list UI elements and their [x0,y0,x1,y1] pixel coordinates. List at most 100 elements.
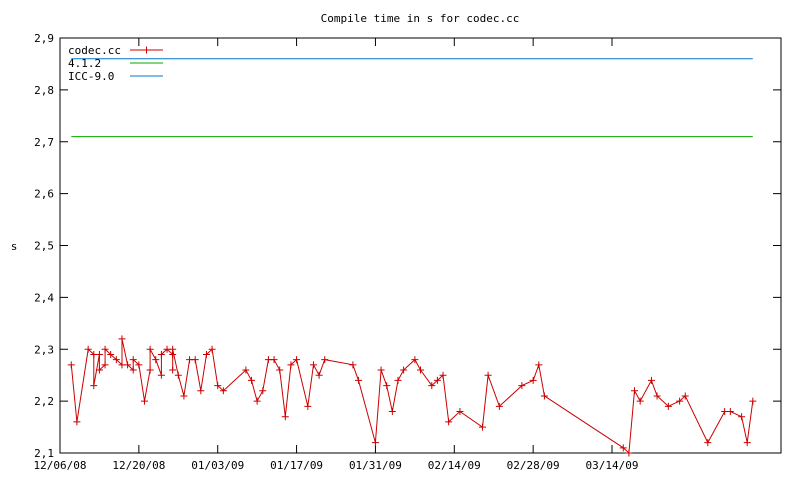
data-point [157,371,165,379]
data-point [293,356,301,364]
data-point [101,345,109,353]
data-point [653,392,661,400]
data-point [95,366,103,374]
data-point [259,387,267,395]
data-point [124,361,132,369]
y-tick-label: 2,2 [34,395,54,408]
data-point [146,345,154,353]
series-layer [67,58,757,457]
data-point [67,361,75,369]
y-tick-label: 2,9 [34,32,54,45]
x-tick-label: 03/14/09 [586,459,639,472]
legend-marker [143,46,150,54]
data-point [169,345,177,353]
data-point [676,397,684,405]
data-point [647,376,655,384]
data-point [191,356,199,364]
data-point [253,397,261,405]
data-point [540,392,548,400]
data-point [388,408,396,415]
data-point [394,376,402,384]
data-point [439,371,447,379]
data-point [304,402,312,410]
data-point [749,397,757,405]
data-point [140,397,148,405]
data-point [219,387,227,395]
data-point [197,387,205,395]
data-point [276,366,284,374]
y-axis-label: s [11,240,18,253]
legend-label: ICC-9.0 [68,70,114,83]
data-point [95,350,103,358]
data-point [529,376,537,384]
data-point [456,408,464,415]
x-tick-label: 02/28/09 [507,459,560,472]
data-point [112,356,120,364]
data-point [270,356,278,364]
data-point [180,392,188,400]
data-point [433,376,441,384]
y-tick-label: 2,1 [34,447,54,460]
data-point [631,387,639,395]
data-point [417,366,424,374]
data-point [309,361,317,369]
data-point [169,366,177,374]
data-point [152,356,160,364]
y-tick-label: 2,5 [34,240,54,253]
y-tick-label: 2,3 [34,343,54,356]
data-point [484,371,492,379]
series-line-0 [70,338,754,455]
data-point [478,423,486,431]
y-tick-label: 2,8 [34,84,54,97]
data-point [371,439,379,447]
x-tick-label: 01/31/09 [349,459,402,472]
data-point [174,371,182,379]
data-point [208,345,216,353]
data-point [129,366,137,374]
data-point [73,418,81,426]
data-point [84,345,92,353]
y-tick-label: 2,7 [34,136,54,149]
data-point [738,413,746,421]
data-point [135,361,143,369]
data-point [355,376,363,384]
data-point [287,361,295,369]
data-point [315,371,323,379]
data-point [146,366,154,374]
data-point [681,392,689,400]
data-point [383,382,391,390]
data-point [518,382,526,390]
data-point [101,361,109,369]
data-point [90,382,98,390]
data-point [743,439,751,447]
data-point [400,366,408,374]
data-point [619,444,627,452]
chart-title: Compile time in s for codec.cc [321,12,520,25]
legend-label: 4.1.2 [68,57,101,70]
data-point [349,361,357,369]
legend-label: codec.cc [68,44,121,57]
x-tick-label: 12/20/08 [112,459,165,472]
data-point [726,408,734,415]
x-tick-label: 01/17/09 [270,459,323,472]
x-tick-label: 01/03/09 [191,459,244,472]
plot-frame [59,37,782,454]
data-point [664,402,672,410]
data-point [625,449,633,457]
axis-ticks: 2,1 2,2 2,3 2,4 2,5 2,6 2,7 2,8 2,9 12/06/08 12/20… [34,32,781,472]
data-point [445,418,453,426]
data-point [636,397,644,405]
x-tick-label: 02/14/09 [428,459,481,472]
data-point [248,376,256,384]
data-point [321,356,329,364]
data-point [495,402,503,410]
data-point [129,356,137,364]
y-tick-label: 2,4 [34,291,54,304]
data-point [535,361,543,369]
data-point [107,350,115,358]
data-point [157,350,165,358]
data-point [377,366,385,374]
data-point [118,335,126,343]
